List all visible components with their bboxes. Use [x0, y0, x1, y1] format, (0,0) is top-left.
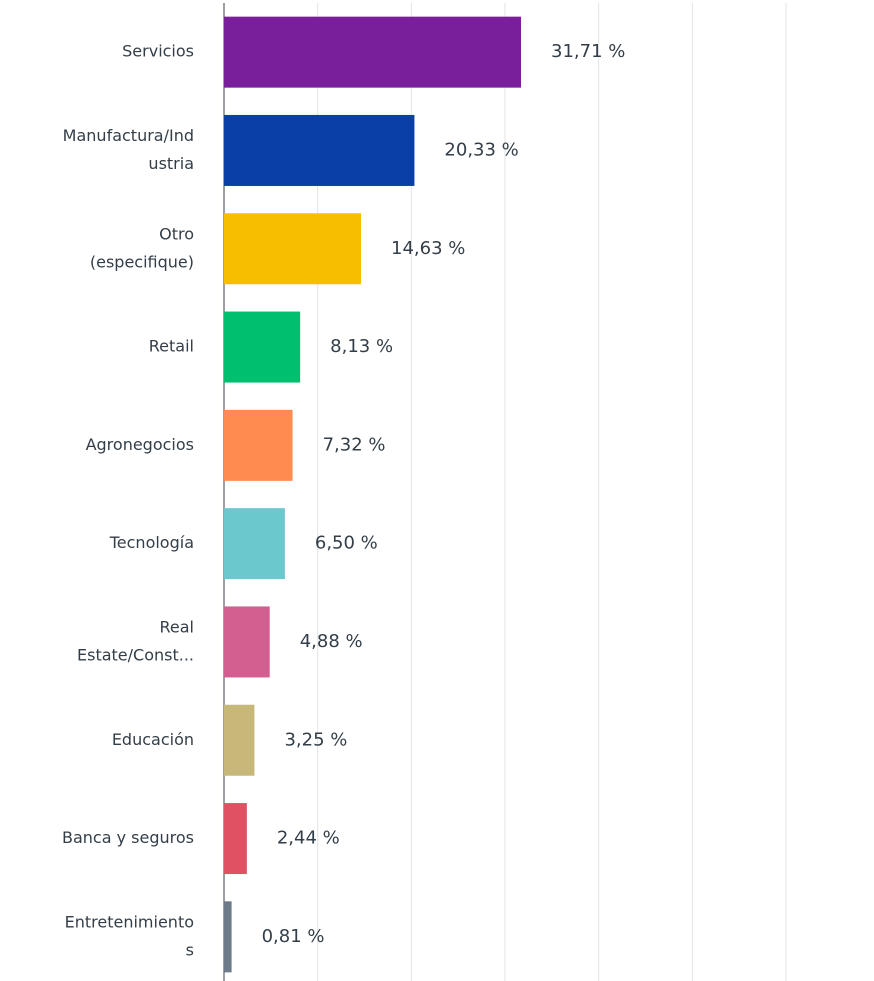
- value-label: 6,50 %: [315, 533, 378, 554]
- category-label: Servicios: [122, 42, 194, 61]
- category-label: Real: [160, 617, 195, 636]
- category-label: ustria: [148, 154, 194, 173]
- category-label: Tecnología: [109, 533, 194, 552]
- bar: [224, 704, 255, 776]
- category-label: Estate/Const...: [77, 645, 194, 664]
- bar: [224, 409, 293, 481]
- category-label: Educación: [112, 730, 194, 749]
- bar: [224, 213, 362, 285]
- value-label: 0,81 %: [262, 926, 325, 947]
- category-label: s: [186, 940, 194, 959]
- category-label: Banca y seguros: [62, 828, 194, 847]
- bar: [224, 508, 285, 580]
- bar: [224, 16, 522, 88]
- value-label: 31,71 %: [551, 41, 625, 62]
- bar: [224, 901, 232, 973]
- category-label: Otro: [159, 224, 194, 243]
- value-label: 7,32 %: [323, 434, 386, 455]
- value-label: 20,33 %: [444, 139, 518, 160]
- category-label: Manufactura/Ind: [63, 126, 194, 145]
- value-label: 14,63 %: [391, 238, 465, 259]
- bar: [224, 606, 270, 678]
- value-label: 4,88 %: [300, 631, 363, 652]
- value-label: 3,25 %: [284, 729, 347, 750]
- bar: [224, 114, 415, 186]
- category-label: (especifique): [90, 252, 194, 271]
- bar: [224, 311, 301, 383]
- bar: [224, 803, 247, 875]
- value-label: 8,13 %: [330, 336, 393, 357]
- category-label: Retail: [149, 337, 194, 356]
- category-label: Entretenimiento: [65, 912, 194, 931]
- category-label: Agronegocios: [86, 435, 194, 454]
- value-label: 2,44 %: [277, 828, 340, 849]
